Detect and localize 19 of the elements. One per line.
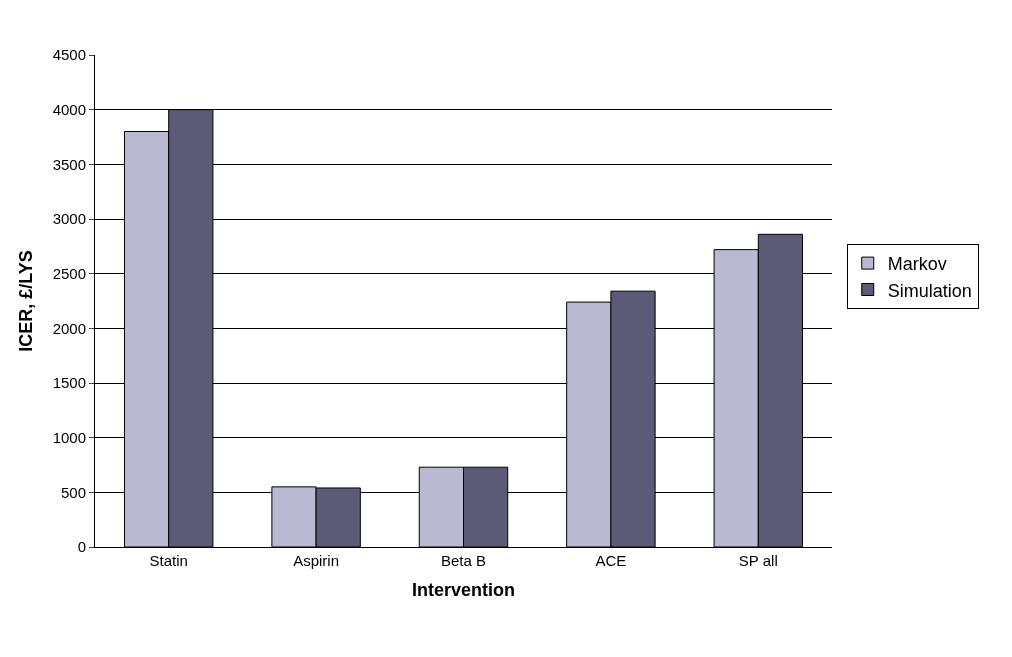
x-axis-title: Intervention xyxy=(411,580,516,601)
x-tick-label: ACE xyxy=(595,552,627,569)
x-tick-label: Beta B xyxy=(440,552,487,569)
y-tick-label: 4000 xyxy=(52,100,86,118)
y-tick-label: 1500 xyxy=(52,374,86,392)
y-tick-label: 2500 xyxy=(52,264,86,282)
x-tick-label: Aspirin xyxy=(293,552,340,569)
y-tick-label: 1000 xyxy=(52,428,86,446)
x-tick-label: Statin xyxy=(149,552,188,569)
y-axis-title: ICER, £/LYS xyxy=(15,250,36,352)
y-tick-label: 3500 xyxy=(52,155,86,173)
y-tick-label: 0 xyxy=(77,538,86,556)
legend-label: Markov xyxy=(887,254,947,275)
y-tick-label: 500 xyxy=(60,483,86,501)
y-tick-label: 3000 xyxy=(52,210,86,228)
x-tick-label: SP all xyxy=(738,552,778,569)
y-tick-label: 2000 xyxy=(52,319,86,337)
legend-label: Simulation xyxy=(887,280,972,301)
y-tick-label: 4500 xyxy=(52,46,86,64)
